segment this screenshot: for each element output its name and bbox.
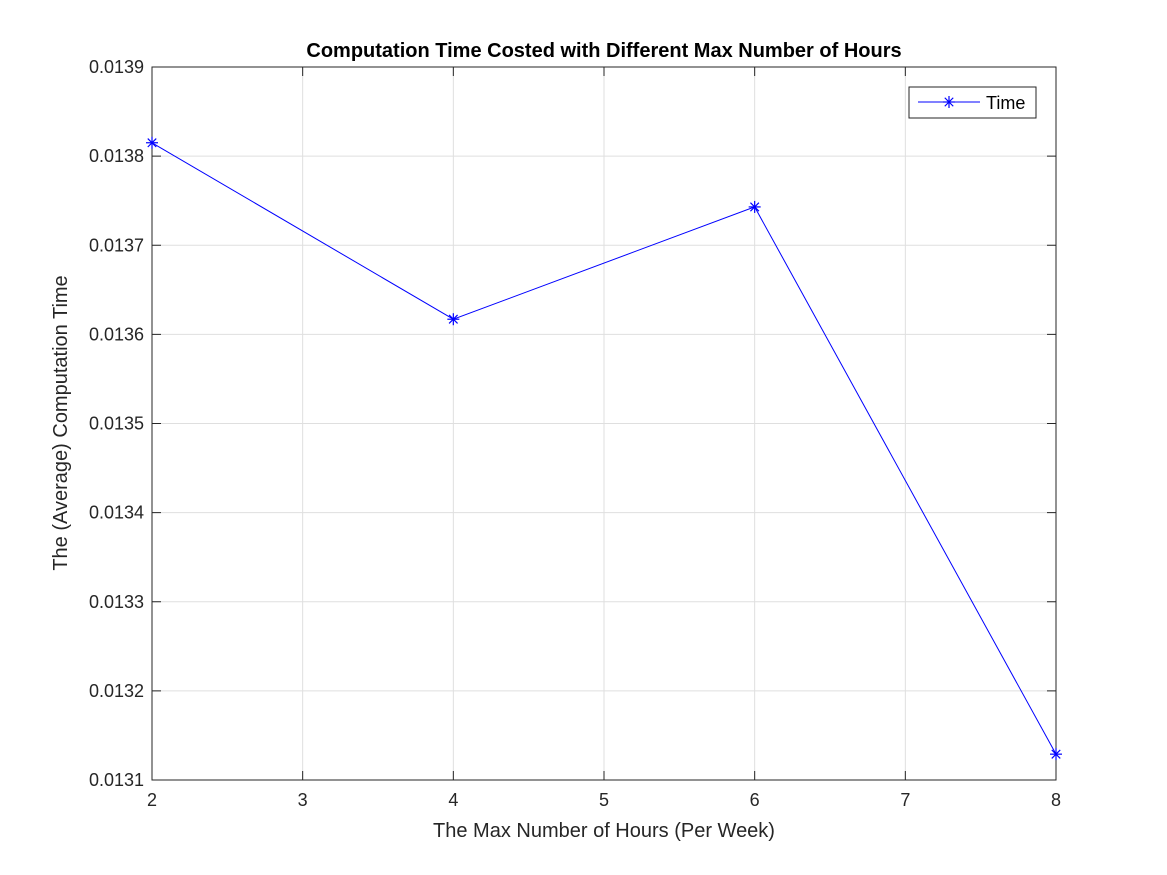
data-point-marker xyxy=(1050,748,1062,761)
x-tick-label: 8 xyxy=(1051,790,1061,810)
y-tick-label: 0.0133 xyxy=(89,592,144,612)
legend-entry-time: Time xyxy=(986,93,1025,113)
series-line-time xyxy=(151,142,1057,755)
y-tick-label: 0.0137 xyxy=(89,235,144,255)
x-tick-label: 7 xyxy=(900,790,910,810)
y-tick-label: 0.0136 xyxy=(89,324,144,344)
y-tick-label: 0.0132 xyxy=(89,681,144,701)
x-tick-label: 5 xyxy=(599,790,609,810)
y-tick-label: 0.0134 xyxy=(89,503,144,523)
grid-lines xyxy=(151,66,1057,781)
data-point-marker xyxy=(447,313,460,326)
x-axis-label: The Max Number of Hours (Per Week) xyxy=(433,820,775,842)
legend-line-swatch xyxy=(918,96,980,108)
y-axis-ticks: 0.0131 0.0132 0.0133 0.0134 0.0135 0.0136 0.01… xyxy=(89,57,1056,790)
x-tick-label: 3 xyxy=(298,790,308,810)
x-tick-label: 4 xyxy=(448,790,458,810)
x-tick-label: 2 xyxy=(147,790,157,810)
x-tick-label: 6 xyxy=(750,790,760,810)
data-point-marker xyxy=(146,136,158,149)
chart-title: Computation Time Costed with Different M… xyxy=(306,40,901,62)
y-tick-label: 0.0131 xyxy=(89,770,144,790)
legend: Time xyxy=(908,86,1037,119)
legend-marker xyxy=(943,96,955,108)
y-tick-label: 0.0138 xyxy=(89,146,144,166)
plot-series xyxy=(146,136,1062,761)
y-axis-label: The (Average) Computation Time xyxy=(50,275,72,570)
data-point-marker xyxy=(748,200,761,213)
y-tick-label: 0.0135 xyxy=(89,414,144,434)
x-axis-ticks: 2 3 4 5 6 7 8 xyxy=(147,67,1061,810)
y-tick-label: 0.0139 xyxy=(89,57,144,77)
